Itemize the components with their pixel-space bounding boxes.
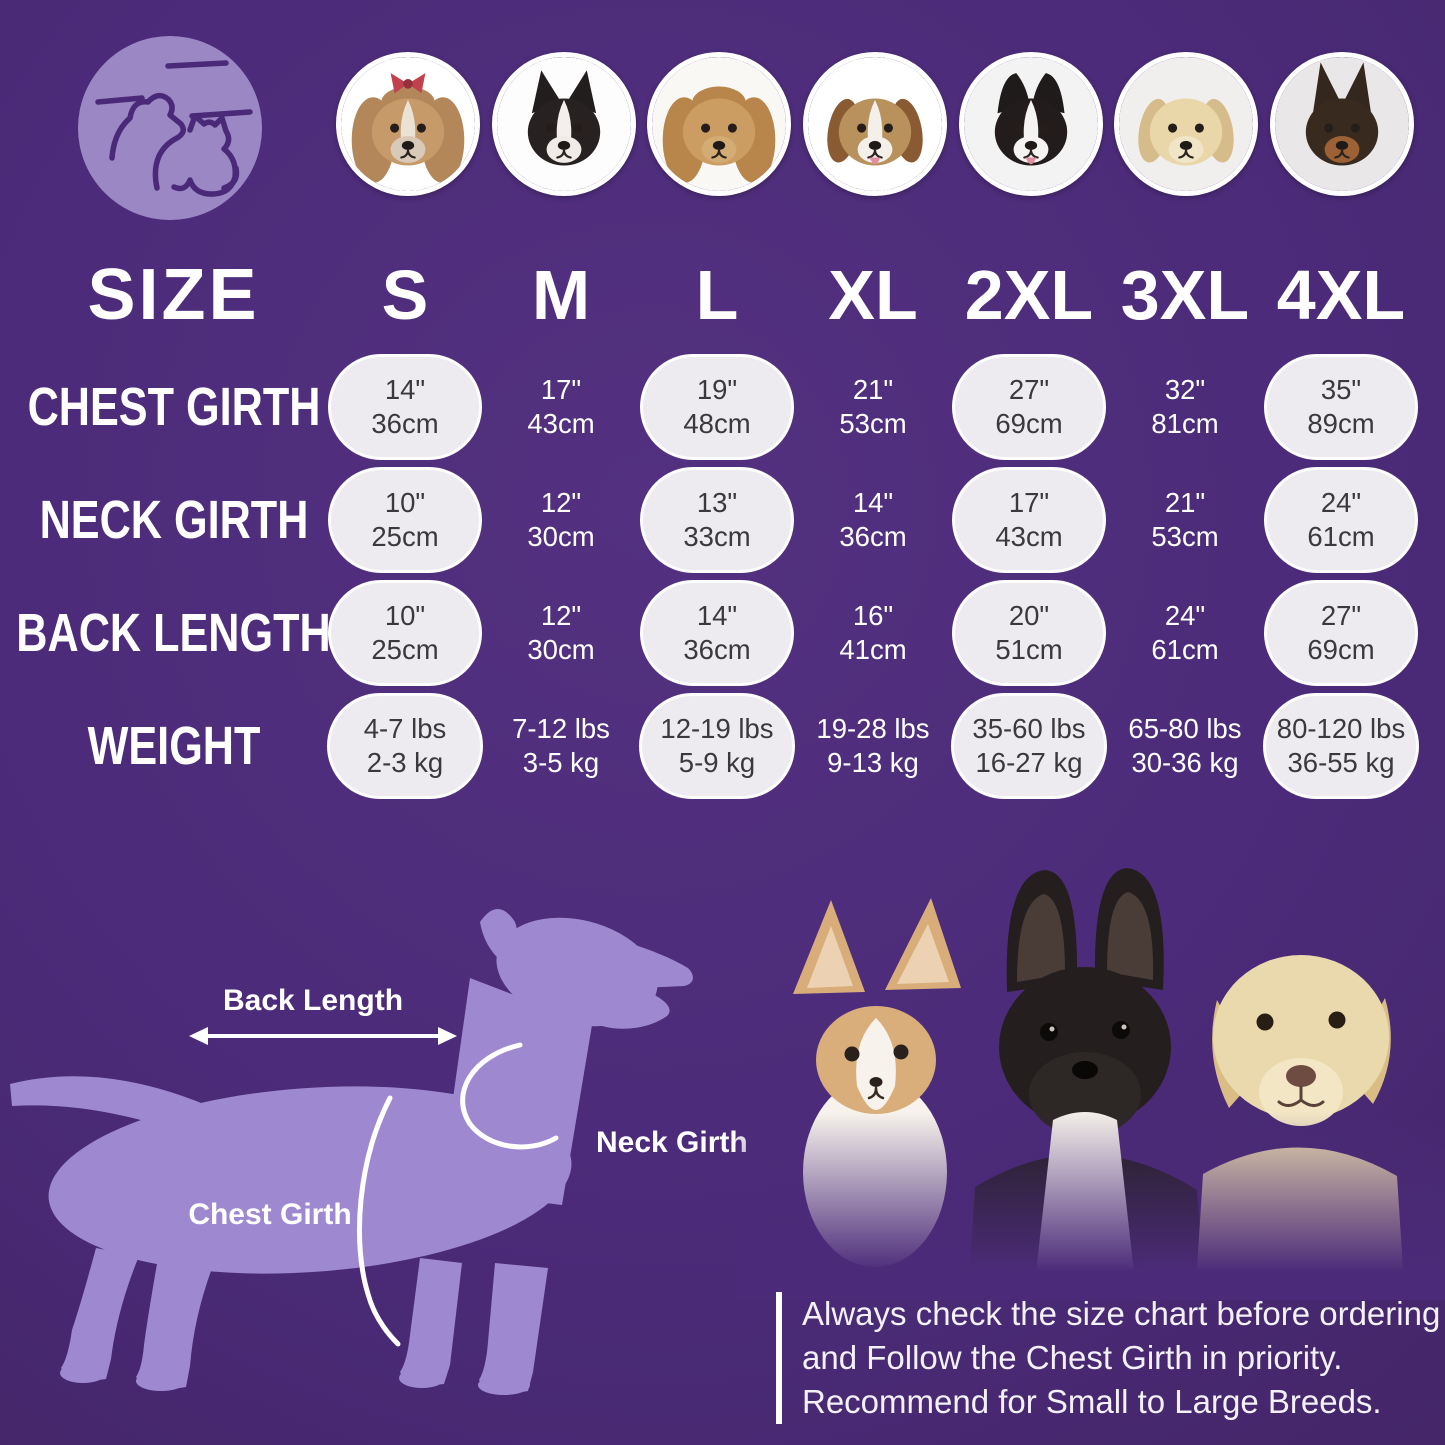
size-table-title: SIZE: [87, 255, 260, 335]
value-chest-girth-M: 17" 43cm: [527, 373, 595, 439]
breed-photo-cocker-spaniel: [647, 52, 792, 196]
value-back-length-4XL: 27" 69cm: [1264, 579, 1418, 686]
value-chest-girth-S: 14" 36cm: [328, 353, 482, 460]
value-chest-girth-4XL: 35" 89cm: [1264, 353, 1418, 460]
size-column-XL: XL: [828, 256, 918, 334]
cell-chest-girth-S: 14" 36cm: [327, 350, 483, 463]
note-line-1: Always check the size chart before order…: [802, 1295, 1441, 1332]
size-column-M: M: [531, 256, 591, 334]
breed-photos-row: [336, 52, 1414, 198]
size-column-S: S: [381, 256, 429, 334]
dog-ear-shape: [480, 909, 518, 961]
cell-chest-girth-M: 17" 43cm: [483, 350, 639, 463]
cell-back-length-4XL: 27" 69cm: [1263, 576, 1419, 689]
value-weight-2XL: 35-60 lbs 16-27 kg: [951, 692, 1107, 799]
cell-weight-M: 7-12 lbs 3-5 kg: [483, 689, 639, 802]
cell-neck-girth-XL: 14" 36cm: [795, 463, 951, 576]
note-line-2: and Follow the Chest Girth in priority.: [802, 1339, 1343, 1376]
breed-photo-doberman: [1269, 52, 1414, 196]
cell-chest-girth-L: 19" 48cm: [639, 350, 795, 463]
chest-girth-curve: [356, 1095, 401, 1347]
value-neck-girth-3XL: 21" 53cm: [1151, 486, 1219, 552]
cell-weight-3XL: 65-80 lbs 30-36 kg: [1107, 689, 1263, 802]
neck-girth-curve: [460, 1042, 559, 1150]
size-column-2XL: 2XL: [964, 256, 1094, 334]
value-neck-girth-S: 10" 25cm: [328, 466, 482, 573]
value-weight-M: 7-12 lbs 3-5 kg: [512, 712, 610, 778]
value-weight-S: 4-7 lbs 2-3 kg: [327, 692, 483, 799]
value-back-length-XL: 16" 41cm: [839, 599, 907, 665]
cell-neck-girth-3XL: 21" 53cm: [1107, 463, 1263, 576]
breed-photo-beagle: [802, 52, 947, 196]
note-divider: [776, 1292, 782, 1424]
value-weight-XL: 19-28 lbs 9-13 kg: [816, 712, 930, 778]
note-line-3: Recommend for Small to Large Breeds.: [802, 1383, 1382, 1420]
value-back-length-L: 14" 36cm: [640, 579, 794, 686]
cell-chest-girth-3XL: 32" 81cm: [1107, 350, 1263, 463]
value-chest-girth-XL: 21" 53cm: [839, 373, 907, 439]
cell-weight-XL: 19-28 lbs 9-13 kg: [795, 689, 951, 802]
value-chest-girth-L: 19" 48cm: [640, 353, 794, 460]
breed-photo-labrador-retriever: [1114, 52, 1259, 196]
chest-girth-label: Chest Girth: [188, 1198, 351, 1231]
cell-neck-girth-S: 10" 25cm: [327, 463, 483, 576]
size-column-L: L: [695, 256, 739, 334]
size-column-3XL: 3XL: [1120, 256, 1250, 334]
breed-photo-shih-tzu: [336, 52, 480, 196]
cell-neck-girth-M: 12" 30cm: [483, 463, 639, 576]
value-neck-girth-XL: 14" 36cm: [839, 486, 907, 552]
value-neck-girth-2XL: 17" 43cm: [952, 466, 1106, 573]
value-neck-girth-4XL: 24" 61cm: [1264, 466, 1418, 573]
note-block: Always check the size chart before order…: [776, 1292, 1440, 1424]
cell-back-length-S: 10" 25cm: [327, 576, 483, 689]
cell-neck-girth-L: 13" 33cm: [639, 463, 795, 576]
cell-neck-girth-4XL: 24" 61cm: [1263, 463, 1419, 576]
value-weight-4XL: 80-120 lbs 36-55 kg: [1263, 692, 1419, 799]
cell-chest-girth-XL: 21" 53cm: [795, 350, 951, 463]
size-chart-table: SIZE S M L XL 2XL 3XL 4XL CHEST GIRTH 14" 36cm 17" 4…: [16, 240, 1419, 802]
value-weight-3XL: 65-80 lbs 30-36 kg: [1128, 712, 1242, 778]
value-neck-girth-L: 13" 33cm: [640, 466, 794, 573]
cell-chest-girth-2XL: 27" 69cm: [951, 350, 1107, 463]
value-chest-girth-3XL: 32" 81cm: [1151, 373, 1219, 439]
dog-muzzle-shape: [566, 932, 693, 1029]
cell-chest-girth-4XL: 35" 89cm: [1263, 350, 1419, 463]
cell-weight-L: 12-19 lbs 5-9 kg: [639, 689, 795, 802]
cell-weight-2XL: 35-60 lbs 16-27 kg: [951, 689, 1107, 802]
row-label-back-length: BACK LENGTH: [16, 602, 331, 663]
cell-weight-4XL: 80-120 lbs 36-55 kg: [1263, 689, 1419, 802]
row-label-chest-girth: CHEST GIRTH: [27, 376, 320, 437]
size-column-4XL: 4XL: [1276, 256, 1406, 334]
breed-photo-border-collie: [958, 52, 1103, 196]
dog-cat-logo-icon: [78, 36, 262, 220]
value-weight-L: 12-19 lbs 5-9 kg: [639, 692, 795, 799]
cell-back-length-M: 12" 30cm: [483, 576, 639, 689]
value-neck-girth-M: 12" 30cm: [527, 486, 595, 552]
cell-back-length-XL: 16" 41cm: [795, 576, 951, 689]
cell-back-length-2XL: 20" 51cm: [951, 576, 1107, 689]
value-back-length-S: 10" 25cm: [328, 579, 482, 686]
cell-neck-girth-2XL: 17" 43cm: [951, 463, 1107, 576]
value-back-length-M: 12" 30cm: [527, 599, 595, 665]
value-back-length-3XL: 24" 61cm: [1151, 599, 1219, 665]
back-length-label: Back Length: [223, 984, 403, 1017]
cell-back-length-L: 14" 36cm: [639, 576, 795, 689]
cell-weight-S: 4-7 lbs 2-3 kg: [327, 689, 483, 802]
neck-girth-label: Neck Girth: [596, 1126, 748, 1159]
row-label-weight: WEIGHT: [87, 715, 260, 776]
cell-back-length-3XL: 24" 61cm: [1107, 576, 1263, 689]
dogs-photo: [735, 868, 1445, 1300]
measurement-diagram: Back Length Neck Girth Chest Girth: [10, 909, 748, 1395]
value-back-length-2XL: 20" 51cm: [952, 579, 1106, 686]
breed-photo-boston-terrier: [491, 52, 636, 196]
dog-tail-shape: [10, 1076, 222, 1148]
back-length-arrow: [189, 1027, 457, 1045]
brand-logo: [78, 36, 262, 220]
row-label-neck-girth: NECK GIRTH: [39, 489, 308, 550]
value-chest-girth-2XL: 27" 69cm: [952, 353, 1106, 460]
